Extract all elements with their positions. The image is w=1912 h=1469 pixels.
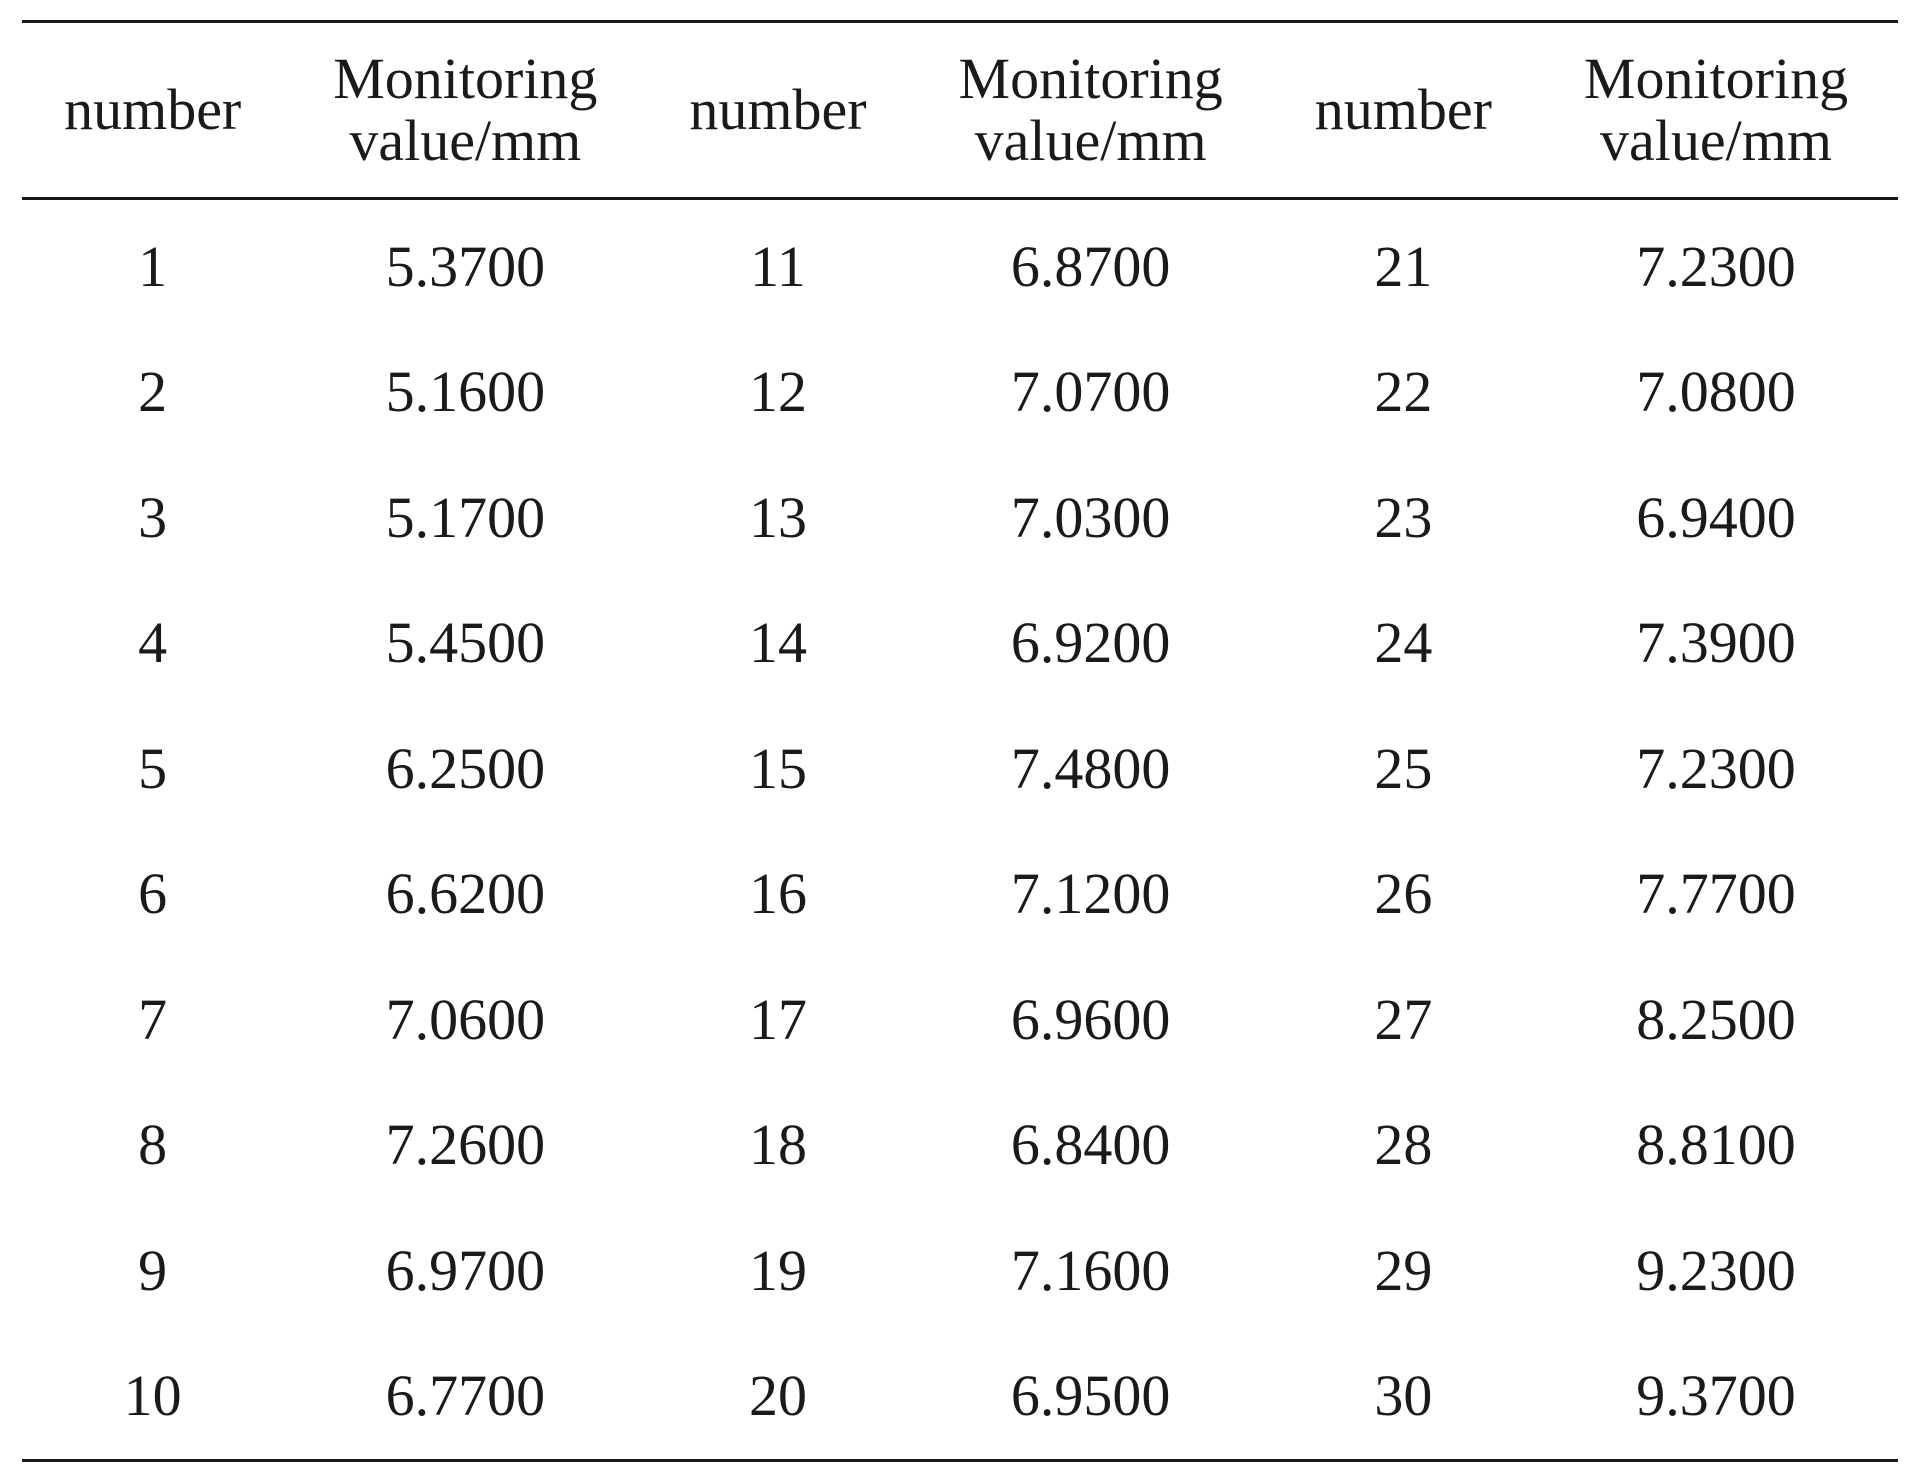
header-monitoring-value-1: Monitoring value/mm [283,22,647,199]
cell-monitoring-value: 5.3700 [385,233,546,299]
cell-number: 23 [1374,484,1433,550]
cell-number: 18 [748,1112,807,1178]
cell-monitoring-value: 9.3700 [1636,1363,1796,1429]
cell-monitoring-value: 7.0300 [1010,484,1171,550]
cell-monitoring-value: 7.1600 [1010,1237,1171,1303]
cell-monitoring-value: 6.7700 [385,1363,546,1429]
cell-number: 30 [1374,1363,1433,1429]
cell-monitoring-value: 6.9600 [1010,986,1171,1052]
cell-number: 25 [1374,735,1433,801]
cell-number: 2 [138,359,168,425]
cell-number: 21 [1374,233,1433,299]
cell-monitoring-value: 7.0700 [1010,359,1171,425]
table-body: 1 5.3700 11 6.8700 21 7.2300 2 5.1600 12 7.0700 22… [22,199,1898,1461]
cell-number: 20 [748,1363,807,1429]
header-unit: value/mm [974,108,1207,173]
header-label: Monitoring [958,46,1223,111]
cell-number: 17 [748,986,807,1052]
table-row: 9 6.9700 19 7.1600 29 9.2300 [22,1208,1898,1334]
table-row: 5 6.2500 15 7.4800 25 7.2300 [22,706,1898,832]
table-row: 2 5.1600 12 7.0700 22 7.0800 [22,330,1898,456]
cell-monitoring-value: 5.1600 [385,359,546,425]
header-unit: value/mm [1600,108,1832,173]
cell-monitoring-value: 6.9400 [1636,484,1796,550]
cell-number: 4 [138,610,168,676]
cell-monitoring-value: 7.2300 [1636,233,1796,299]
cell-monitoring-value: 6.6200 [385,861,546,927]
header-number-3: number [1273,22,1534,199]
cell-monitoring-value: 9.2300 [1636,1237,1796,1303]
header-number-1: number [22,22,283,199]
cell-number: 5 [138,735,168,801]
table-row: 7 7.0600 17 6.9600 27 8.2500 [22,957,1898,1083]
cell-number: 6 [138,861,168,927]
cell-number: 16 [748,861,807,927]
cell-number: 12 [748,359,807,425]
cell-number: 13 [748,484,807,550]
header-label: Monitoring [333,46,598,111]
cell-number: 26 [1374,861,1433,927]
table-row: 10 6.7700 20 6.9500 30 9.3700 [22,1334,1898,1461]
cell-number: 1 [138,233,168,299]
cell-monitoring-value: 8.8100 [1636,1112,1796,1178]
cell-number: 7 [138,986,168,1052]
cell-monitoring-value: 6.8700 [1010,233,1171,299]
table-row: 1 5.3700 11 6.8700 21 7.2300 [22,199,1898,330]
cell-monitoring-value: 7.4800 [1010,735,1171,801]
header-monitoring-value-2: Monitoring value/mm [909,22,1273,199]
cell-monitoring-value: 5.4500 [385,610,546,676]
cell-monitoring-value: 6.9700 [385,1237,546,1303]
monitoring-table-container: number Monitoring value/mm number Monito… [22,20,1898,1462]
header-label: number [64,77,242,142]
cell-number: 28 [1374,1112,1433,1178]
cell-number: 24 [1374,610,1433,676]
cell-monitoring-value: 5.1700 [385,484,546,550]
header-label: number [689,77,867,142]
cell-monitoring-value: 7.0800 [1636,359,1796,425]
table-row: 4 5.4500 14 6.9200 24 7.3900 [22,581,1898,707]
table-row: 3 5.1700 13 7.0300 23 6.9400 [22,455,1898,581]
cell-number: 19 [748,1237,807,1303]
cell-monitoring-value: 6.9200 [1010,610,1171,676]
cell-monitoring-value: 7.7700 [1636,861,1796,927]
cell-number: 3 [138,484,168,550]
cell-monitoring-value: 8.2500 [1636,986,1796,1052]
cell-monitoring-value: 6.9500 [1010,1363,1171,1429]
monitoring-values-table: number Monitoring value/mm number Monito… [22,20,1898,1462]
header-number-2: number [647,22,908,199]
cell-number: 22 [1374,359,1433,425]
table-header-row: number Monitoring value/mm number Monito… [22,21,1898,199]
cell-monitoring-value: 7.1200 [1010,861,1171,927]
table-row: 8 7.2600 18 6.8400 28 8.8100 [22,1083,1898,1209]
header-unit: value/mm [349,108,582,173]
cell-number: 10 [123,1363,182,1429]
cell-number: 29 [1374,1237,1433,1303]
cell-monitoring-value: 7.0600 [385,986,546,1052]
header-label: number [1314,77,1492,142]
cell-monitoring-value: 7.3900 [1636,610,1796,676]
cell-number: 11 [750,233,806,299]
cell-number: 14 [748,610,807,676]
cell-number: 9 [138,1237,168,1303]
cell-monitoring-value: 7.2300 [1636,735,1796,801]
cell-monitoring-value: 6.8400 [1010,1112,1171,1178]
cell-monitoring-value: 6.2500 [385,735,546,801]
cell-number: 8 [138,1112,168,1178]
cell-monitoring-value: 7.2600 [385,1112,546,1178]
cell-number: 15 [748,735,807,801]
cell-number: 27 [1374,986,1433,1052]
header-label: Monitoring [1583,46,1849,111]
table-row: 6 6.6200 16 7.1200 26 7.7700 [22,832,1898,958]
header-monitoring-value-3: Monitoring value/mm [1534,22,1898,199]
